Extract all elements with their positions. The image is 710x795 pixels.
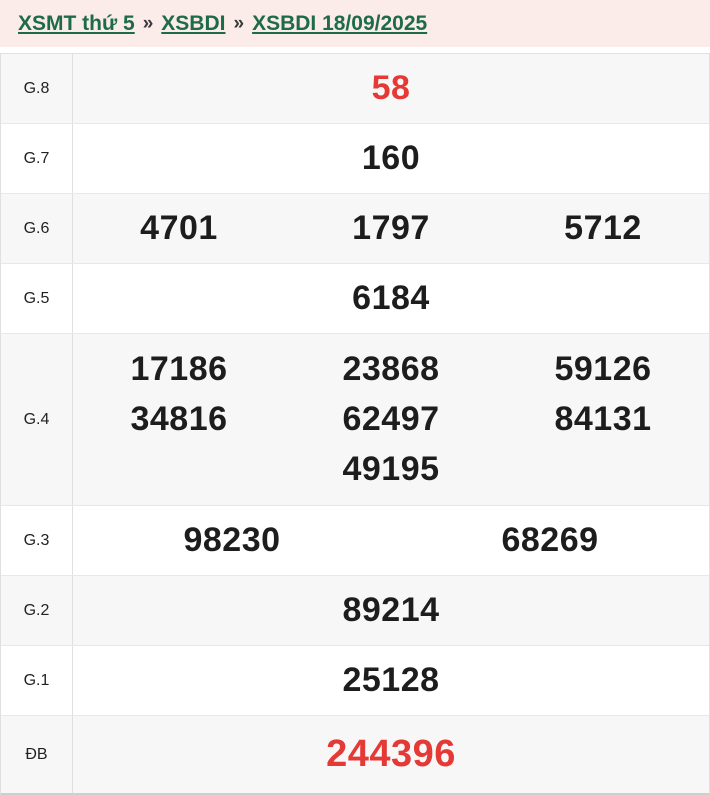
prize-numbers-g2: 89214 [73,576,709,645]
prize-number-jackpot: 244396 [326,733,456,775]
prize-row-db: ĐB 244396 [1,716,709,793]
prize-numbers-g5: 6184 [73,264,709,333]
breadcrumb-separator: » [233,12,245,34]
prize-row-g3: G.3 98230 68269 [1,506,709,576]
prize-numbers-g1: 25128 [73,646,709,715]
prize-label-g4: G.4 [1,334,73,505]
number-line: 160 [73,134,709,184]
prize-label-g7: G.7 [1,124,73,193]
prize-row-g5: G.5 6184 [1,264,709,334]
prize-numbers-g7: 160 [73,124,709,193]
prize-numbers-g6: 4701 1797 5712 [73,194,709,263]
prize-row-g4: G.4 17186 23868 59126 34816 62497 84131 … [1,334,709,506]
prize-row-g8: G.8 58 [1,54,709,124]
prize-number: 160 [361,139,421,177]
prize-label-db: ĐB [1,716,73,793]
lottery-results-table: G.8 58 G.7 160 G.6 4701 1797 5712 G.5 [0,53,710,795]
number-line: 49195 [73,445,709,495]
number-line: 34816 62497 84131 [73,395,709,445]
prize-row-g1: G.1 25128 [1,646,709,716]
prize-numbers-g3: 98230 68269 [73,506,709,575]
prize-number: 5712 [564,209,642,247]
number-line: 25128 [73,656,709,706]
prize-number: 68269 [501,521,599,559]
prize-row-g7: G.7 160 [1,124,709,194]
prize-row-g2: G.2 89214 [1,576,709,646]
prize-number: 58 [371,69,411,107]
prize-number: 1797 [352,209,430,247]
prize-number: 23868 [342,350,440,388]
breadcrumb-link-xsbdi-date[interactable]: XSBDI 18/09/2025 [252,11,428,35]
breadcrumb-separator: » [142,12,154,34]
prize-row-g6: G.6 4701 1797 5712 [1,194,709,264]
number-line: 17186 23868 59126 [73,345,709,395]
prize-label-g1: G.1 [1,646,73,715]
number-line: 4701 1797 5712 [73,204,709,254]
breadcrumb: XSMT thứ 5 » XSBDI » XSBDI 18/09/2025 [0,0,710,47]
breadcrumb-link-xsbdi[interactable]: XSBDI [161,11,226,35]
prize-numbers-g8: 58 [73,54,709,123]
number-line: 58 [73,64,709,114]
prize-label-g6: G.6 [1,194,73,263]
prize-numbers-g4: 17186 23868 59126 34816 62497 84131 4919… [73,334,709,505]
prize-number: 34816 [130,400,228,438]
number-line: 244396 [73,730,709,780]
number-line: 6184 [73,274,709,324]
prize-number: 89214 [342,591,440,629]
prize-number: 49195 [342,450,440,488]
prize-number: 84131 [554,400,652,438]
prize-number: 25128 [342,661,440,699]
prize-label-g2: G.2 [1,576,73,645]
prize-label-g8: G.8 [1,54,73,123]
prize-number: 62497 [342,400,440,438]
number-line: 89214 [73,586,709,636]
number-line: 98230 68269 [73,516,709,566]
prize-number: 59126 [554,350,652,388]
prize-number: 17186 [130,350,228,388]
prize-label-g3: G.3 [1,506,73,575]
prize-numbers-db: 244396 [73,716,709,793]
prize-label-g5: G.5 [1,264,73,333]
prize-number: 4701 [140,209,218,247]
prize-number: 6184 [352,279,430,317]
prize-number: 98230 [183,521,281,559]
breadcrumb-link-xsmt[interactable]: XSMT thứ 5 [18,11,135,35]
